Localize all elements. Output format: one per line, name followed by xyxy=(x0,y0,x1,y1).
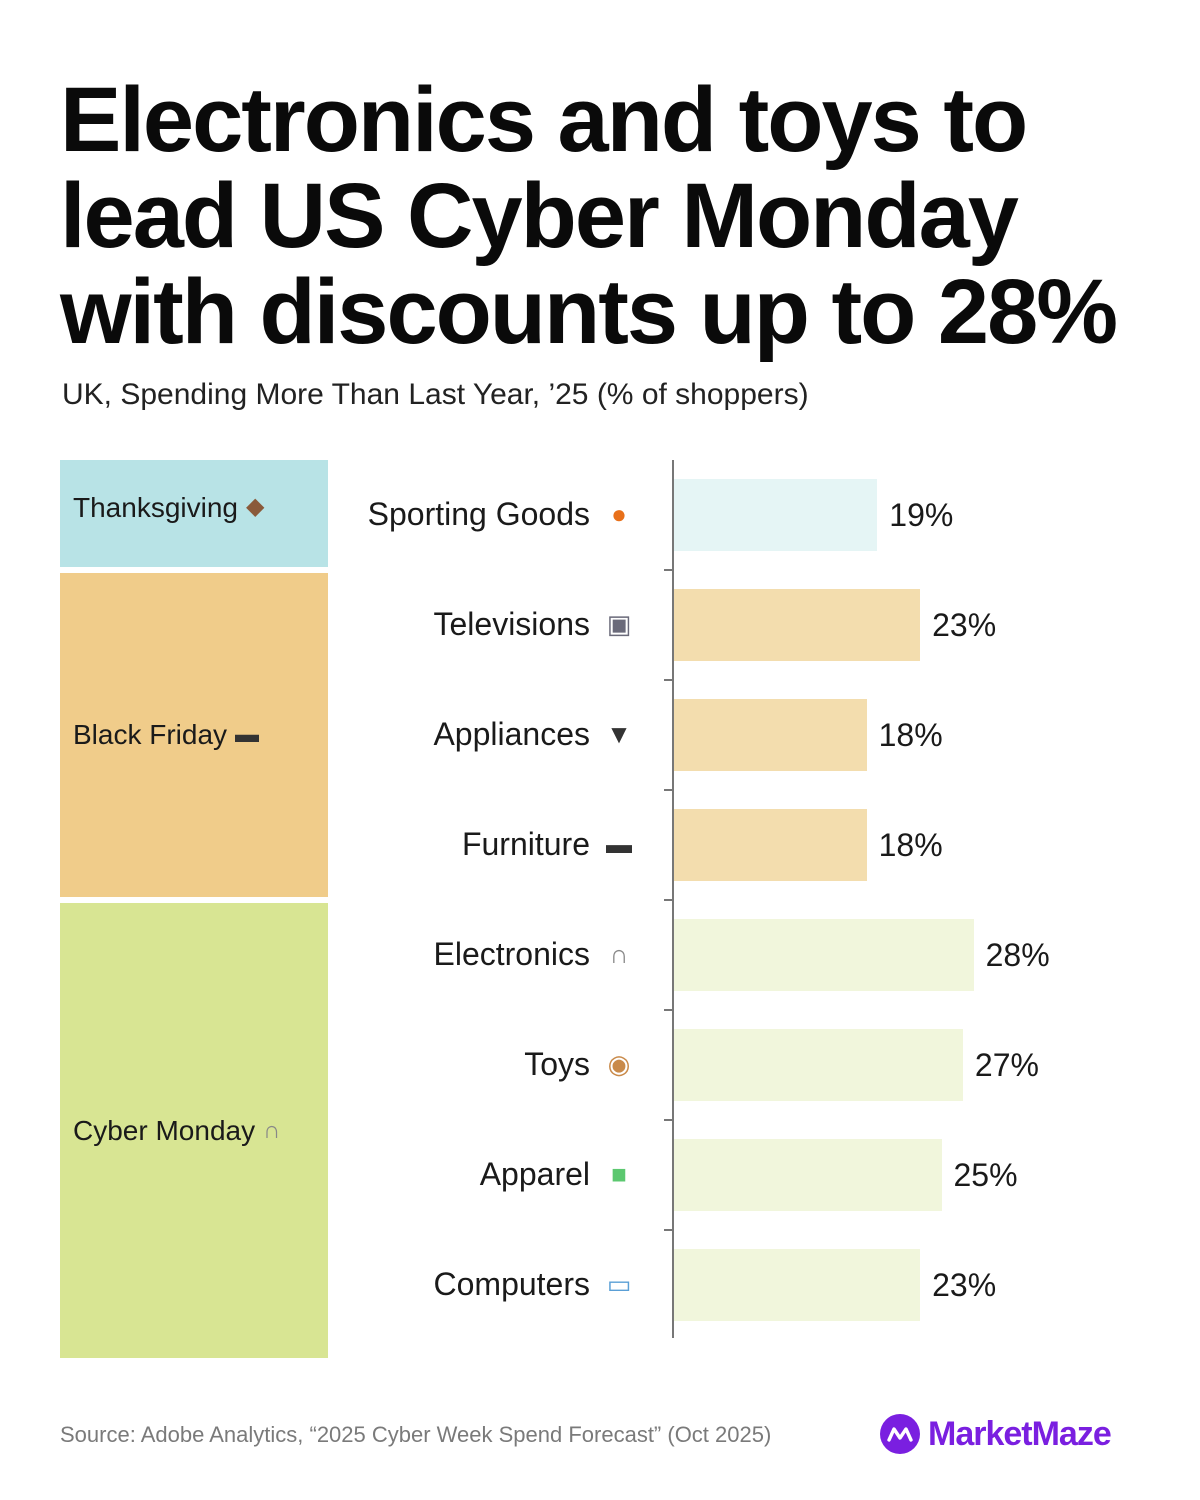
sofa-icon: ▬ xyxy=(606,828,632,859)
data-label: 27% xyxy=(974,1046,1039,1083)
bar-apparel xyxy=(674,1139,942,1211)
data-label: 18% xyxy=(878,826,943,863)
group-cyber-monday: Cyber Monday ∩ xyxy=(60,903,328,1358)
laptop-icon: ▭ xyxy=(606,1268,632,1299)
group-label: Black Friday xyxy=(73,719,228,750)
category-label-text: Apparel xyxy=(479,1155,590,1192)
category-label: Computers ▭ xyxy=(434,1264,637,1304)
title-line-1: Electronics and toys to xyxy=(60,69,1028,171)
bar-electronics xyxy=(674,919,974,991)
chart-subtitle: UK, Spending More Than Last Year, ’25 (%… xyxy=(62,378,809,411)
group-label: Thanksgiving xyxy=(73,492,238,523)
category-label-text: Electronics xyxy=(433,935,591,972)
turkey-icon: ◆ xyxy=(245,493,265,520)
category-label: Furniture ▬ xyxy=(462,824,636,864)
title-line-3: with discounts up to 28% xyxy=(60,261,1118,363)
data-label: 28% xyxy=(985,936,1050,973)
category-label-text: Furniture xyxy=(461,825,590,862)
category-label-text: Appliances xyxy=(433,715,590,752)
bar-televisions xyxy=(674,589,921,661)
category-label: Televisions ▣ xyxy=(433,604,636,644)
axis-tick xyxy=(664,569,673,571)
category-label: Toys ◉ xyxy=(524,1044,636,1084)
bar-furniture xyxy=(674,809,867,881)
axis-tick xyxy=(664,899,673,901)
category-axis-line xyxy=(672,460,674,1338)
category-label: Sporting Goods ● xyxy=(368,494,636,534)
headphones-icon: ∩ xyxy=(263,1116,281,1144)
data-label: 23% xyxy=(932,1266,997,1303)
category-label-text: Computers xyxy=(433,1265,591,1302)
basketball-icon: ● xyxy=(611,498,627,529)
category-label: Appliances ▼ xyxy=(433,714,636,754)
axis-tick xyxy=(664,1009,673,1011)
category-label: Electronics ∩ xyxy=(434,934,637,974)
group-thanksgiving: Thanksgiving ◆ xyxy=(60,460,328,567)
axis-tick xyxy=(664,1119,673,1121)
sofa-icon: ▬ xyxy=(235,721,260,748)
bar-sporting-goods xyxy=(674,479,878,551)
data-label: 18% xyxy=(878,716,943,753)
data-label: 25% xyxy=(953,1156,1018,1193)
headphones-icon: ∩ xyxy=(609,938,629,969)
teddy-bear-icon: ◉ xyxy=(607,1048,631,1079)
bar-computers xyxy=(674,1249,921,1321)
title-line-2: lead US Cyber Monday xyxy=(60,165,1019,267)
category-label-text: Sporting Goods xyxy=(367,495,590,532)
axis-tick xyxy=(664,679,673,681)
source-note: Source: Adobe Analytics, “2025 Cyber Wee… xyxy=(60,1422,772,1447)
bar-toys xyxy=(674,1029,963,1101)
axis-tick xyxy=(664,1229,673,1231)
group-black-friday: Black Friday ▬ xyxy=(60,573,328,897)
group-label: Cyber Monday xyxy=(73,1114,256,1146)
plug-icon: ▼ xyxy=(606,718,632,749)
page-title: Electronics and toys to lead US Cyber Mo… xyxy=(60,72,1160,360)
category-label-text: Toys xyxy=(524,1045,590,1082)
tshirt-icon: ■ xyxy=(611,1158,627,1189)
axis-tick xyxy=(664,789,673,791)
category-label-text: Televisions xyxy=(433,605,590,642)
brand-name: MarketMaze xyxy=(928,1414,1112,1453)
television-icon: ▣ xyxy=(606,608,632,639)
data-label: 19% xyxy=(889,496,954,533)
data-label: 23% xyxy=(932,606,997,643)
category-label: Apparel ■ xyxy=(480,1154,636,1194)
bar-appliances xyxy=(674,699,867,771)
brand-logo: MarketMaze xyxy=(880,1412,1112,1456)
marketmaze-logo-icon xyxy=(880,1414,920,1454)
